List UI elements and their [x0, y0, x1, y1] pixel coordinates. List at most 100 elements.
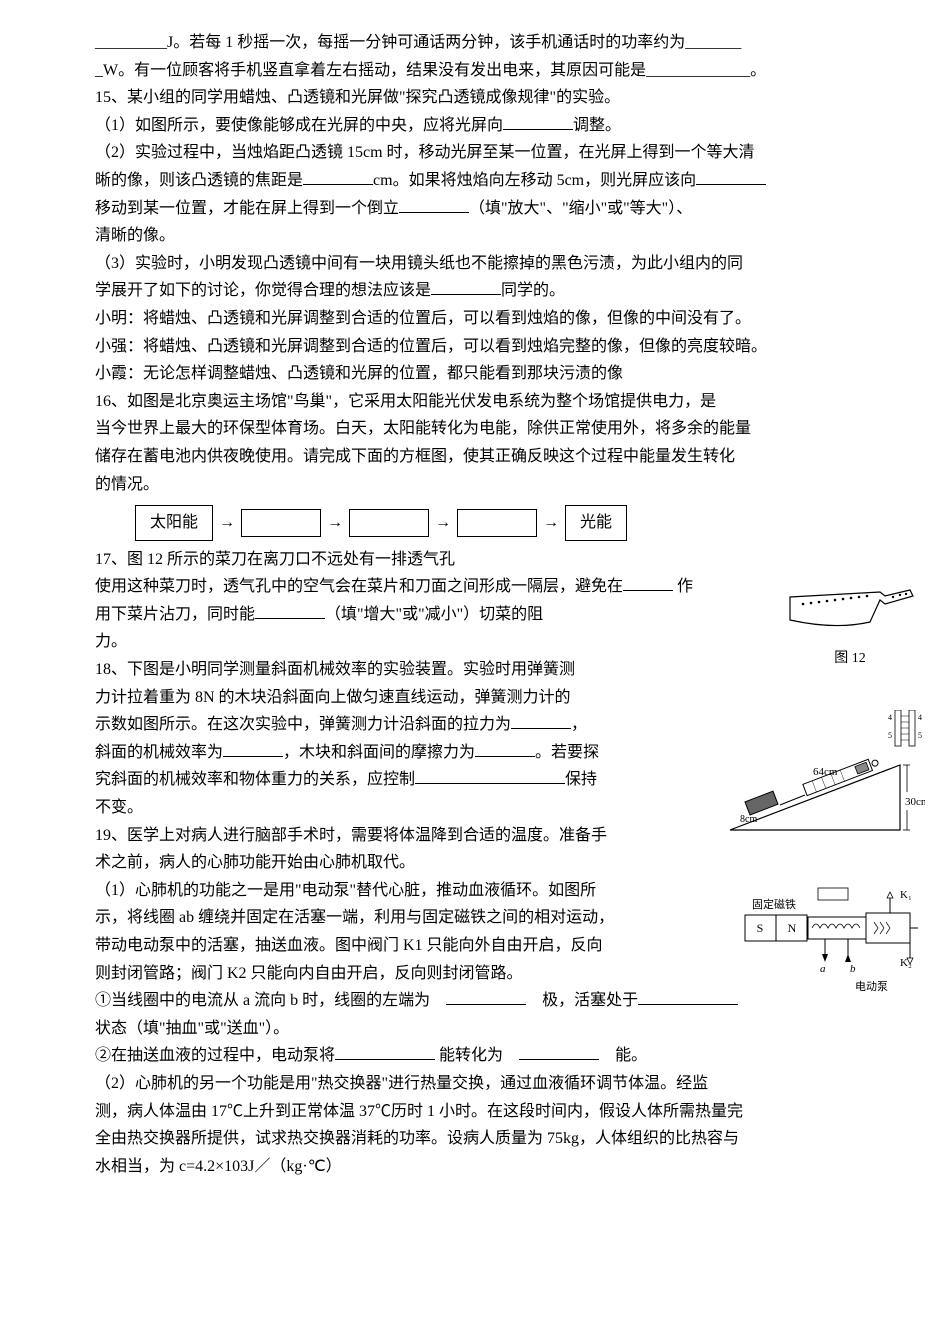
text: cm。如果将烛焰向左移动 5cm，则光屏应该向 — [373, 172, 696, 189]
label-n: N — [788, 921, 797, 935]
text: 斜面的机械效率为 — [95, 744, 223, 761]
text: ①当线圈中的电流从 a 流向 b 时，线圈的左端为 — [95, 992, 430, 1009]
label-s: S — [757, 921, 764, 935]
q15-ming: 小明：将蜡烛、凸透镜和光屏调整到合适的位置后，可以看到烛焰的像，但像的中间没有了… — [95, 306, 855, 332]
q19-p1: 19、医学上对病人进行脑部手术时，需要将体温降到合适的温度。准备手 — [95, 823, 655, 849]
q19-p5: 带动电动泵中的活塞，抽送血液。图中阀门 K1 只能向外自由开启，反向 — [95, 933, 655, 959]
label-30cm: 30cm — [905, 796, 925, 808]
text: 示数如图所示。在这次实验中，弹簧测力计沿斜面的拉力为 — [95, 716, 511, 733]
flowchart-box-empty[interactable] — [241, 509, 321, 537]
q19-p9: ②在抽送血液的过程中，电动泵将 能转化为 能。 — [95, 1043, 855, 1069]
q18-p5: 究斜面的机械效率和物体重力的关系，应控制保持 — [95, 767, 635, 793]
q16-p2: 当今世界上最大的环保型体育场。白天，太阳能转化为电能，除供正常使用外，将多余的能… — [95, 416, 855, 442]
q15-p2f: 清晰的像。 — [95, 223, 855, 249]
flowchart-box-empty[interactable] — [349, 509, 429, 537]
q15-head: 15、某小组的同学用蜡烛、凸透镜和光屏做"探究凸透镜成像规律"的实验。 — [95, 85, 855, 111]
blank[interactable] — [223, 741, 283, 757]
figure-label: 图 12 — [780, 648, 920, 670]
text: 使用这种菜刀时，透气孔中的空气会在菜片和刀面之间形成一隔层，避免在 — [95, 578, 623, 595]
text: （1）如图所示，要使像能够成在光屏的中央，应将光屏向 — [95, 117, 503, 134]
continuation-line-2: _W。有一位顾客将手机竖直拿着左右摇动，结果没有发出电来，其原因可能是_____… — [95, 58, 855, 84]
text: 能。 — [615, 1047, 647, 1064]
svg-text:4: 4 — [888, 713, 892, 722]
knife-icon — [785, 582, 915, 637]
blank[interactable] — [475, 741, 535, 757]
text: ，木块和斜面间的摩擦力为 — [283, 744, 475, 761]
text: （填"增大"或"减小"）切菜的阻 — [325, 606, 543, 623]
blank[interactable] — [399, 197, 469, 213]
q19-p3: （1）心肺机的功能之一是用"电动泵"替代心脏，推动血液循环。如图所 — [95, 878, 655, 904]
flowchart-box-empty[interactable] — [457, 509, 537, 537]
label-k1: K₁ — [900, 889, 912, 901]
arrow-icon: → — [327, 510, 343, 536]
q16-p1: 16、如图是北京奥运主场馆"鸟巢"，它采用太阳能光伏发电系统为整个场馆提供电力，… — [95, 389, 855, 415]
svg-text:5: 5 — [888, 731, 892, 740]
blank[interactable] — [415, 768, 565, 784]
text: ， — [571, 716, 587, 733]
q16-p4: 的情况。 — [95, 472, 855, 498]
q15-p3b: 学展开了如下的讨论，你觉得合理的想法应该是 同学的。 — [95, 278, 855, 304]
q15-xia: 小霞：无论怎样调整蜡烛、凸透镜和光屏的位置，都只能看到那块污渍的像 — [95, 361, 855, 387]
q19-p13: 水相当，为 c=4.2×103J／（kg·℃） — [95, 1154, 855, 1180]
blank[interactable] — [335, 1044, 435, 1060]
text: 晰的像，则该凸透镜的焦距是 — [95, 172, 303, 189]
blank[interactable] — [623, 575, 673, 591]
blank[interactable] — [511, 713, 571, 729]
label-b: b — [850, 963, 856, 975]
q15-p3a: （3）实验时，小明发现凸透镜中间有一块用镜头纸也不能擦掉的黑色污渍，为此小组内的… — [95, 251, 855, 277]
q16-p3: 储存在蓄电池内供夜晚使用。请完成下面的方框图，使其正确反映这个过程中能量发生转化 — [95, 444, 855, 470]
q17-p1: 17、图 12 所示的菜刀在离刀口不远处有一排透气孔 — [95, 547, 705, 573]
q18-p6: 不变。 — [95, 795, 635, 821]
q18-p3: 示数如图所示。在这次实验中，弹簧测力计沿斜面的拉力为 ， — [95, 712, 635, 738]
q18-p1: 18、下图是小明同学测量斜面机械效率的实验装置。实验时用弹簧测 — [95, 657, 635, 683]
figure-incline: 4 5 4 5 64cm 8cm 30cm — [725, 710, 925, 849]
energy-flowchart: 太阳能 → → → → 光能 — [135, 505, 855, 541]
label-k2: K₂ — [900, 957, 912, 969]
svg-text:5: 5 — [918, 731, 922, 740]
q17-p3: 用下菜片沾刀，同时能（填"增大"或"减小"）切菜的阻 — [95, 602, 705, 628]
pump-icon: S N 固定磁铁 活塞 K₁ K₂ a b 电动泵 — [740, 880, 920, 1010]
q19-p2: 术之前，病人的心肺功能开始由心肺机取代。 — [95, 850, 655, 876]
text: 究斜面的机械效率和物体重力的关系，应控制 — [95, 771, 415, 788]
text: 作 — [677, 578, 693, 595]
q17-p4: 力。 — [95, 629, 705, 655]
q15-p2a: （2）实验过程中，当烛焰距凸透镜 15cm 时，移动光屏至某一位置，在光屏上得到… — [95, 140, 855, 166]
arrow-icon: → — [435, 510, 451, 536]
blank[interactable] — [255, 603, 325, 619]
figure-12-knife: 图 12 — [780, 582, 920, 670]
label-8cm: 8cm — [740, 814, 757, 825]
q15-p1: （1）如图所示，要使像能够成在光屏的中央，应将光屏向 调整。 — [95, 113, 855, 139]
text: 调整。 — [573, 117, 621, 134]
label-a: a — [820, 963, 826, 975]
text: 极，活塞处于 — [542, 992, 638, 1009]
flowchart-box-solar: 太阳能 — [135, 505, 213, 541]
text: 学展开了如下的讨论，你觉得合理的想法应该是 — [95, 282, 431, 299]
blank[interactable] — [303, 169, 373, 185]
blank[interactable] — [696, 169, 766, 185]
text: 。若要探 — [535, 744, 599, 761]
arrow-icon: → — [543, 510, 559, 536]
q18-p4: 斜面的机械效率为 ，木块和斜面间的摩擦力为 。若要探 — [95, 740, 635, 766]
blank[interactable] — [431, 279, 501, 295]
q18-p2: 力计拉着重为 8N 的木块沿斜面向上做匀速直线运动，弹簧测力计的 — [95, 685, 635, 711]
q19-p11: 测，病人体温由 17℃上升到正常体温 37℃历时 1 小时。在这段时间内，假设人… — [95, 1099, 855, 1125]
text: （填"放大"、"缩小"或"等大"）、 — [469, 200, 692, 217]
blank[interactable] — [638, 989, 738, 1005]
text: 同学的。 — [501, 282, 565, 299]
flowchart-box-light: 光能 — [565, 505, 627, 541]
q19-p6: 则封闭管路；阀门 K2 只能向内自由开启，反向则封闭管路。 — [95, 961, 655, 987]
q15-p2d: 移动到某一位置，才能在屏上得到一个倒立（填"放大"、"缩小"或"等大"）、 — [95, 196, 855, 222]
q19-p8: 状态（填"抽血"或"送血"）。 — [95, 1016, 855, 1042]
figure-pump: S N 固定磁铁 活塞 K₁ K₂ a b 电动泵 — [740, 880, 920, 1019]
q17-block: 17、图 12 所示的菜刀在离刀口不远处有一排透气孔 使用这种菜刀时，透气孔中的… — [95, 547, 855, 655]
q19-p4: 示，将线圈 ab 缠绕并固定在活塞一端，利用与固定磁铁之间的相对运动， — [95, 905, 655, 931]
blank[interactable] — [519, 1044, 599, 1060]
blank[interactable] — [503, 114, 573, 130]
arrow-icon: → — [219, 510, 235, 536]
svg-text:4: 4 — [918, 713, 922, 722]
label-fixed-magnet: 固定磁铁 — [752, 897, 796, 911]
blank[interactable] — [446, 989, 526, 1005]
q19-p10: （2）心肺机的另一个功能是用"热交换器"进行热量交换，通过血液循环调节体温。经监 — [95, 1071, 855, 1097]
q15-qiang: 小强：将蜡烛、凸透镜和光屏调整到合适的位置后，可以看到烛焰完整的像，但像的亮度较… — [95, 334, 855, 360]
q17-p2: 使用这种菜刀时，透气孔中的空气会在菜片和刀面之间形成一隔层，避免在 作 — [95, 574, 705, 600]
